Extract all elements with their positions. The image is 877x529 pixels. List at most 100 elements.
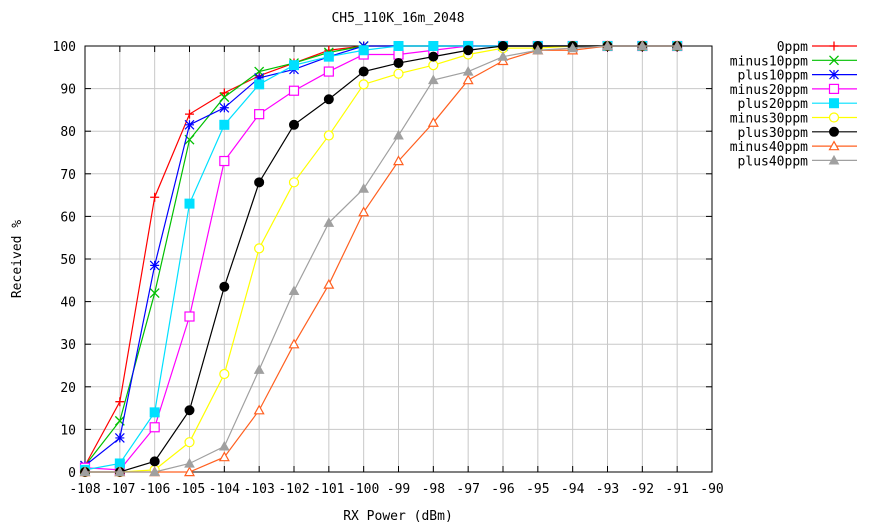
x-axis: -108 -107 -106 -105 -104 -103 -102 -101 -100 -99-…	[69, 46, 724, 497]
y-tick-label: 0	[68, 466, 76, 481]
data-point	[185, 109, 194, 119]
data-point	[219, 281, 230, 292]
x-tick-label: -94	[561, 482, 585, 497]
data-point	[358, 183, 370, 193]
x-tick-label: -92	[631, 482, 654, 497]
series-line	[85, 45, 678, 473]
x-tick-label: -93	[596, 482, 619, 497]
legend-label: plus30ppm	[738, 126, 809, 141]
data-point	[149, 260, 160, 271]
x-tick-label: -100	[348, 482, 379, 497]
legend-marker	[829, 41, 839, 51]
data-point	[219, 102, 230, 113]
data-point	[149, 407, 160, 418]
series-0ppm	[80, 41, 682, 471]
data-point	[219, 88, 229, 98]
x-tick-label: -102	[278, 482, 309, 497]
data-point	[393, 58, 404, 69]
data-point	[219, 155, 230, 167]
data-point	[254, 79, 265, 90]
x-tick-label: -104	[209, 482, 240, 497]
series-plus20ppm	[80, 41, 683, 475]
data-point	[428, 51, 439, 62]
data-point	[115, 397, 125, 407]
data-point	[79, 466, 91, 477]
legend-label: minus20ppm	[730, 83, 808, 98]
y-tick-label: 100	[53, 40, 76, 55]
data-point	[150, 192, 160, 202]
legend-item: minus40ppm	[730, 140, 857, 155]
legend-marker	[829, 98, 839, 109]
series-line	[84, 45, 678, 471]
series-minus20ppm	[79, 40, 683, 475]
data-point	[358, 79, 369, 90]
data-point	[358, 206, 370, 217]
y-tick-label: 90	[60, 83, 76, 98]
legend-marker	[828, 83, 840, 95]
data-point	[323, 130, 334, 141]
data-point	[497, 51, 509, 61]
legend-item: plus10ppm	[738, 69, 857, 84]
legend-item: 0ppm	[777, 40, 857, 55]
data-point	[184, 405, 195, 416]
legend-marker	[828, 112, 840, 123]
x-tick-label: -107	[104, 482, 135, 497]
data-point	[393, 41, 404, 51]
x-tick-label: -101	[313, 482, 344, 497]
x-tick-label: -96	[491, 482, 514, 497]
data-point	[219, 119, 230, 130]
series-layer	[79, 40, 683, 478]
data-point	[184, 119, 195, 130]
data-point	[184, 198, 195, 209]
data-point	[254, 177, 265, 188]
data-point	[288, 85, 300, 96]
data-point	[289, 119, 299, 130]
data-point	[184, 457, 195, 468]
data-point	[289, 60, 299, 71]
series-line	[84, 45, 678, 466]
legend-label: minus10ppm	[730, 54, 808, 69]
data-point	[393, 49, 404, 60]
y-tick-label: 30	[60, 338, 76, 353]
legend: 0ppmminus10ppmplus10ppmminus20ppmplus20p…	[730, 40, 857, 169]
series-line	[85, 45, 678, 473]
data-point	[114, 432, 125, 443]
data-point	[288, 338, 300, 349]
legend-item: minus20ppm	[730, 83, 857, 98]
x-tick-label: -95	[526, 482, 549, 497]
data-point	[323, 66, 334, 77]
data-point	[219, 368, 230, 380]
data-point	[602, 40, 613, 51]
data-point	[463, 45, 474, 56]
data-point	[532, 44, 544, 55]
x-tick-label: -103	[244, 482, 275, 497]
data-point	[462, 74, 474, 85]
legend-item: minus10ppm	[730, 54, 857, 69]
legend-label: plus10ppm	[738, 69, 809, 84]
data-point	[358, 45, 369, 56]
data-point	[567, 42, 579, 53]
legend-label: plus40ppm	[738, 154, 809, 169]
series-line	[84, 45, 678, 471]
legend-label: 0ppm	[777, 40, 808, 55]
data-point	[428, 41, 439, 51]
legend-marker	[828, 154, 840, 165]
data-point	[114, 466, 126, 477]
data-point	[393, 129, 404, 140]
data-point	[149, 466, 161, 477]
legend-label: plus20ppm	[738, 97, 809, 112]
data-point	[393, 68, 404, 79]
series-minus10ppm	[80, 41, 683, 471]
series-plus40ppm	[79, 40, 683, 477]
data-point	[358, 66, 369, 77]
series-line	[84, 45, 678, 467]
x-tick-label: -99	[387, 482, 410, 497]
data-point	[184, 311, 195, 322]
x-tick-label: -105	[174, 482, 205, 497]
legend-item: plus20ppm	[738, 97, 857, 112]
legend-item: plus30ppm	[738, 126, 857, 141]
data-point	[253, 404, 265, 415]
y-tick-label: 70	[60, 168, 76, 183]
legend-marker	[829, 55, 839, 66]
series-line	[85, 45, 678, 473]
